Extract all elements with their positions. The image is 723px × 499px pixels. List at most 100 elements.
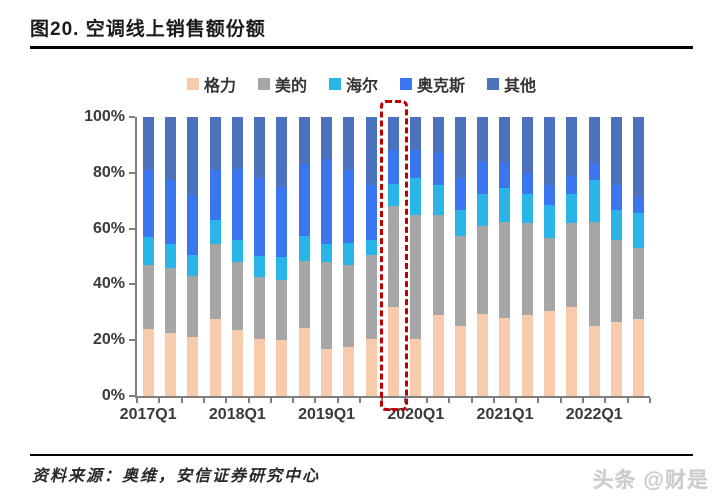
bar-segment-其他 (566, 117, 578, 176)
bar-segment-奥克斯 (432, 153, 444, 186)
x-axis-tick (448, 398, 451, 403)
bar-segment-其他 (187, 117, 199, 196)
highlight-box (379, 100, 408, 411)
bar-slot-2019Q3 (360, 117, 382, 396)
bar-2021Q2 (521, 117, 533, 396)
bar-segment-美的 (477, 225, 489, 314)
plot-area: 0% 20% 40% 60% 80% 100% 2017Q1 2018Q1 2019Q1 202… (84, 100, 651, 423)
bar-2020Q2 (432, 117, 444, 396)
bar-segment-其他 (477, 117, 489, 162)
bar-segment-奥克斯 (142, 170, 154, 237)
bar-segment-美的 (543, 238, 555, 311)
bar-2022Q2 (610, 117, 622, 396)
title-underline (30, 46, 693, 49)
y-axis-tick (129, 116, 135, 118)
bar-segment-美的 (343, 264, 355, 348)
x-axis-tick (269, 398, 272, 403)
bar-segment-美的 (454, 235, 466, 327)
y-axis-tick (129, 227, 135, 230)
x-axis-tick (515, 398, 518, 403)
bar-segment-格力 (187, 337, 199, 396)
y-axis-label: 100% (84, 108, 125, 125)
bar-slot-2021Q1 (494, 117, 516, 396)
bar-2019Q1 (321, 117, 333, 396)
bar-segment-其他 (365, 117, 377, 186)
bar-segment-其他 (633, 117, 645, 197)
x-axis-label: 2019Q1 (298, 406, 356, 423)
bar-segment-格力 (209, 319, 221, 396)
x-axis-tick (649, 398, 651, 403)
bar-2017Q1 (142, 117, 154, 396)
x-axis-tick (202, 398, 205, 403)
bar-segment-格力 (543, 310, 555, 396)
bar-segment-海尔 (610, 210, 622, 240)
y-axis-label: 80% (92, 163, 125, 181)
bar-2021Q1 (499, 117, 511, 396)
x-axis-tick (537, 398, 540, 403)
bar-segment-美的 (432, 214, 444, 316)
bar-segment-奥克斯 (543, 185, 555, 205)
bar-slot-2017Q2 (159, 117, 181, 396)
bar-segment-格力 (387, 306, 399, 396)
bar-segment-海尔 (633, 213, 645, 249)
bar-segment-美的 (365, 255, 377, 339)
bar-segment-海尔 (410, 178, 422, 215)
bar-segment-奥克斯 (566, 175, 578, 194)
bar-segment-海尔 (588, 179, 600, 222)
bar-2017Q4 (209, 117, 221, 396)
bar-segment-奥克斯 (365, 185, 377, 240)
bar-segment-奥克斯 (254, 178, 266, 257)
bar-segment-其他 (164, 117, 176, 180)
legend-label: 其他 (504, 78, 537, 95)
bar-2018Q2 (254, 117, 266, 396)
x-axis-label: 2021Q1 (476, 406, 534, 423)
bar-segment-海尔 (477, 193, 489, 226)
x-axis-tick (492, 398, 495, 403)
bar-slot-2021Q3 (538, 117, 560, 396)
x-axis-tick (225, 398, 228, 403)
x-axis-tick (180, 398, 183, 403)
bar-segment-海尔 (321, 243, 333, 263)
bar-segment-其他 (432, 117, 444, 154)
bar-slot-2019Q1 (315, 117, 337, 396)
bar-segment-其他 (231, 117, 243, 169)
bar-segment-其他 (521, 117, 533, 173)
bar-2017Q2 (164, 117, 176, 396)
bar-segment-奥克斯 (633, 196, 645, 214)
x-axis-tick (559, 398, 562, 403)
y-axis-label: 60% (92, 219, 125, 237)
bar-segment-奥克斯 (164, 179, 176, 244)
bar-segment-格力 (231, 330, 243, 396)
legend-swatch-icon (487, 78, 500, 90)
bar-segment-格力 (298, 327, 310, 396)
legend-item-2: 海尔 (328, 72, 378, 96)
bars-container (137, 117, 650, 396)
y-axis-tick (129, 283, 135, 286)
bar-segment-美的 (209, 243, 221, 320)
bar-segment-海尔 (343, 242, 355, 265)
bar-slot-2022Q1 (583, 117, 605, 396)
bar-segment-奥克斯 (454, 178, 466, 211)
legend-swatch-icon (400, 78, 412, 90)
bar-segment-奥克斯 (343, 170, 355, 243)
bar-segment-美的 (633, 248, 645, 320)
bar-segment-美的 (187, 276, 199, 338)
x-axis-tick (136, 398, 138, 403)
bar-segment-海尔 (454, 210, 466, 236)
bar-segment-奥克斯 (610, 185, 622, 211)
chart-legend: 格力 美的 海尔 奥克斯 其他 (0, 72, 723, 96)
bar-2019Q3 (365, 117, 377, 396)
legend-label: 格力 (203, 78, 236, 95)
bar-segment-格力 (343, 347, 355, 396)
bar-segment-海尔 (187, 255, 199, 277)
x-axis-tick (247, 398, 250, 403)
x-axis-label: 2017Q1 (119, 406, 177, 423)
bar-segment-其他 (142, 117, 154, 170)
bar-segment-其他 (343, 117, 355, 170)
bar-2021Q4 (566, 117, 578, 396)
bar-segment-奥克斯 (387, 150, 399, 184)
bar-slot-2020Q2 (427, 117, 449, 396)
bar-segment-奥克斯 (410, 150, 422, 179)
bar-segment-美的 (321, 262, 333, 349)
